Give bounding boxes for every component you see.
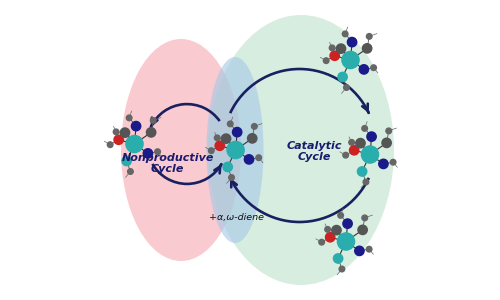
Circle shape — [150, 118, 156, 123]
Circle shape — [208, 148, 214, 154]
Circle shape — [358, 167, 367, 176]
Circle shape — [343, 219, 352, 228]
Circle shape — [122, 156, 132, 166]
Circle shape — [334, 254, 343, 263]
Circle shape — [248, 134, 257, 143]
Circle shape — [338, 233, 354, 250]
Circle shape — [359, 65, 368, 74]
Circle shape — [382, 138, 392, 148]
Circle shape — [252, 124, 257, 129]
Circle shape — [232, 128, 242, 137]
Text: Nonproductive
Cycle: Nonproductive Cycle — [122, 153, 214, 174]
Circle shape — [215, 141, 224, 150]
Circle shape — [350, 146, 359, 155]
Circle shape — [114, 135, 124, 144]
Circle shape — [132, 122, 140, 131]
Circle shape — [349, 140, 354, 145]
Circle shape — [120, 128, 130, 137]
Circle shape — [344, 85, 349, 90]
Circle shape — [378, 159, 388, 169]
Circle shape — [326, 232, 335, 242]
Circle shape — [342, 31, 348, 37]
Circle shape — [228, 121, 233, 127]
Circle shape — [386, 128, 392, 134]
Text: Catalytic
Cycle: Catalytic Cycle — [287, 141, 342, 162]
Circle shape — [126, 135, 143, 153]
Circle shape — [343, 152, 348, 158]
Ellipse shape — [121, 39, 241, 261]
Circle shape — [366, 34, 372, 39]
Circle shape — [371, 65, 376, 70]
Circle shape — [108, 142, 113, 148]
Circle shape — [146, 128, 156, 137]
Circle shape — [354, 246, 364, 256]
Circle shape — [143, 149, 152, 158]
Circle shape — [256, 155, 262, 161]
Circle shape — [330, 51, 340, 60]
Circle shape — [227, 141, 244, 159]
Circle shape — [332, 226, 341, 235]
Circle shape — [222, 134, 231, 143]
Circle shape — [336, 44, 345, 53]
Circle shape — [223, 162, 232, 172]
Circle shape — [356, 139, 365, 148]
Circle shape — [114, 129, 119, 135]
Circle shape — [390, 159, 396, 165]
Circle shape — [338, 213, 344, 218]
Circle shape — [325, 226, 330, 232]
Circle shape — [319, 239, 324, 245]
Text: +α,ω-diene: +α,ω-diene — [209, 213, 264, 222]
Circle shape — [330, 45, 335, 51]
Circle shape — [244, 155, 254, 164]
Circle shape — [348, 38, 356, 47]
Circle shape — [358, 225, 368, 235]
Circle shape — [228, 175, 234, 180]
Ellipse shape — [208, 15, 394, 285]
Circle shape — [362, 126, 368, 131]
Circle shape — [367, 132, 376, 141]
Circle shape — [324, 58, 329, 64]
Circle shape — [363, 179, 368, 185]
Circle shape — [126, 115, 132, 121]
Circle shape — [362, 44, 372, 53]
Circle shape — [362, 215, 368, 221]
Circle shape — [339, 266, 344, 272]
Circle shape — [155, 149, 160, 155]
Circle shape — [214, 135, 220, 141]
Circle shape — [366, 246, 372, 252]
Circle shape — [342, 51, 359, 69]
Circle shape — [128, 169, 133, 174]
Ellipse shape — [206, 57, 264, 243]
Circle shape — [338, 72, 347, 82]
Circle shape — [362, 146, 378, 163]
